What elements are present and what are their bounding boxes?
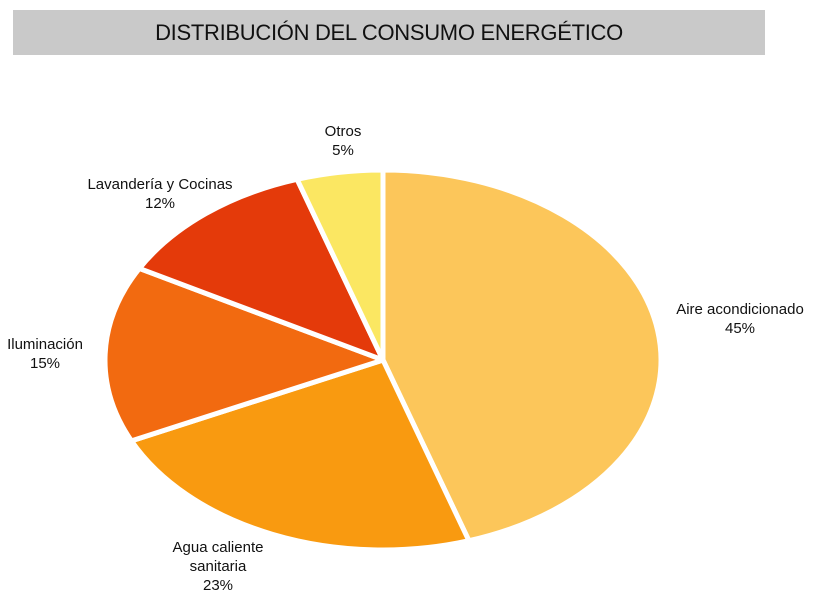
pie-slice [136,176,386,363]
value-label: 45% [724,320,756,337]
pie-slice [294,167,386,363]
value-label: 5% [332,142,354,159]
value-label: 12% [144,195,176,212]
slice-label: Iluminación 15% [0,335,100,373]
pie-slice [102,265,386,444]
value-label: 15% [29,355,61,372]
title-bar: DISTRIBUCIÓN DEL CONSUMO ENERGÉTICO [13,10,765,55]
category-name: Otros [324,123,362,140]
value-label: 23% [202,577,234,594]
slice-label: Otros 5% [303,122,383,160]
category-name: Iluminación [7,336,83,353]
pie-slice [128,357,472,553]
category-name: Lavandería y Cocinas [87,176,233,193]
category-name: Aire acondicionado [676,301,804,318]
category-name: Agua caliente sanitaria [172,539,264,575]
slice-label: Agua caliente sanitaria 23% [153,538,283,595]
pie-slice [380,167,664,544]
slice-label: Aire acondicionado 45% [640,300,820,338]
chart-title: DISTRIBUCIÓN DEL CONSUMO ENERGÉTICO [155,20,623,45]
slice-label: Lavandería y Cocinas 12% [60,175,260,213]
